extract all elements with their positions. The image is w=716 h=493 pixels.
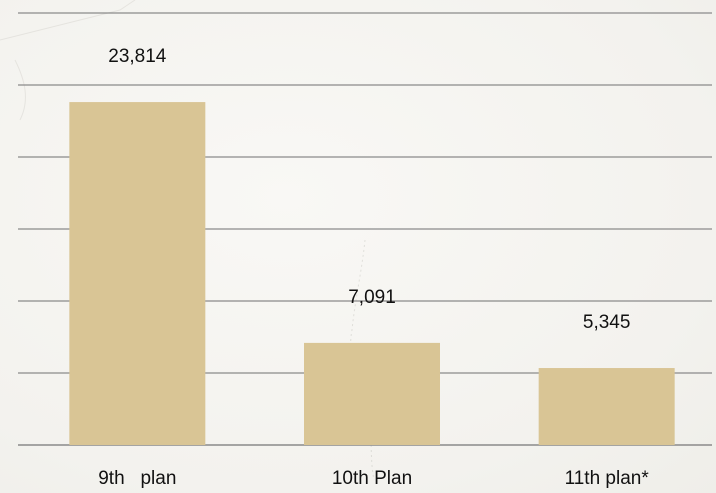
category-label: 9th plan bbox=[98, 468, 176, 489]
bar bbox=[304, 342, 440, 445]
value-labels: 23,814 7,091 5,345 bbox=[108, 46, 630, 333]
bars bbox=[69, 102, 675, 445]
category-label: 11th plan* bbox=[565, 468, 650, 489]
category-labels: 9th plan 10th Plan 11th plan* bbox=[98, 468, 649, 489]
bar bbox=[69, 102, 206, 445]
bar-value-label: 23,814 bbox=[108, 46, 167, 67]
bar-value-label: 5,345 bbox=[583, 312, 631, 333]
category-label: 10th Plan bbox=[332, 468, 412, 489]
bar bbox=[538, 368, 675, 445]
bar-value-label: 7,091 bbox=[348, 287, 396, 308]
